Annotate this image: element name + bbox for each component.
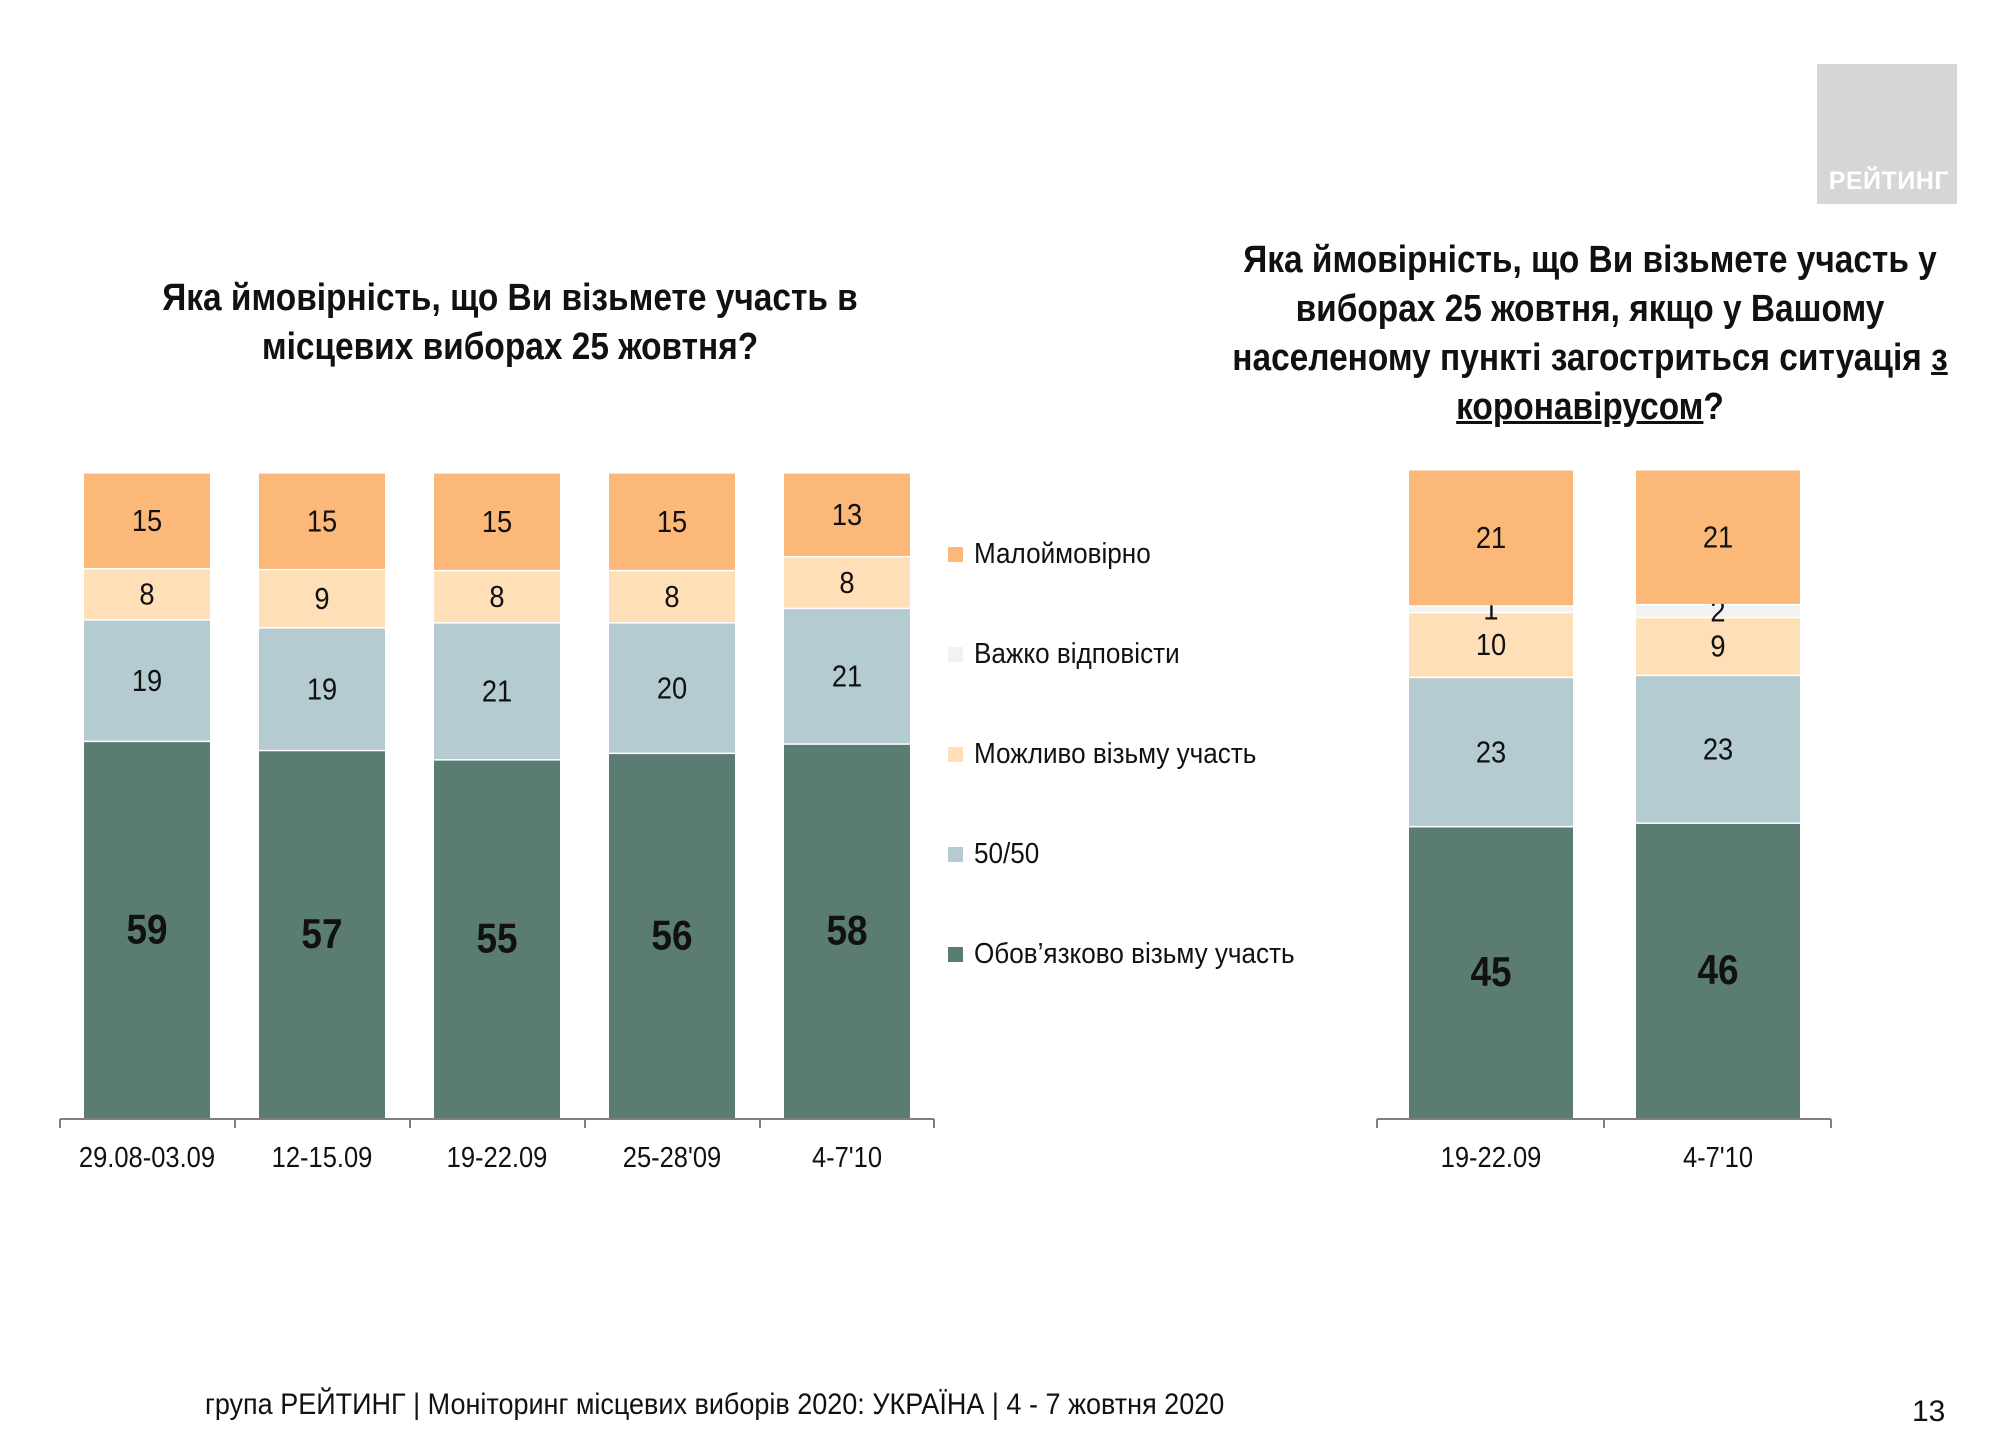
segment-separator <box>1409 467 1573 471</box>
segment-separator <box>784 741 910 745</box>
x-tick-label: 4-7'10 <box>812 1140 882 1173</box>
bar-segment-unlikely <box>434 472 560 570</box>
data-label-fifty: 23 <box>1476 736 1506 770</box>
legend-swatch-maybe <box>948 747 963 762</box>
data-label-unlikely: 13 <box>832 498 862 532</box>
bar-segment-definitely <box>1409 825 1573 1118</box>
segment-separator <box>784 470 910 474</box>
data-label-fifty: 20 <box>657 672 687 706</box>
legend-swatch-unlikely <box>948 547 963 562</box>
bar-segment-fifty <box>784 607 910 744</box>
x-tick-label: 19-22.09 <box>1441 1140 1542 1173</box>
legend-swatch-hard-to-say <box>948 647 963 662</box>
bar-segment-maybe <box>1636 616 1800 675</box>
bar-segment-fifty <box>84 619 210 741</box>
data-label-definitely: 45 <box>1470 949 1511 996</box>
data-label-definitely: 55 <box>476 915 517 962</box>
data-label-fifty: 23 <box>1703 733 1733 767</box>
data-label-fifty: 21 <box>482 675 512 709</box>
chart-1: 59 19 8 15 29.08-03.09 57 19 9 15 12-15.09 55 21 8 15… <box>59 470 935 1173</box>
bar-segment-hard-to-say <box>1636 603 1800 617</box>
data-label-definitely: 46 <box>1697 947 1738 994</box>
data-label-maybe: 8 <box>839 566 854 600</box>
data-label-fifty: 19 <box>132 664 162 698</box>
bar-segment-fifty <box>1636 674 1800 823</box>
data-label-unlikely: 21 <box>1703 521 1733 555</box>
bar-segment-fifty <box>259 627 385 750</box>
x-tick-label: 29.08-03.09 <box>79 1140 215 1173</box>
data-label-definitely: 57 <box>301 911 342 958</box>
logo-text: РЕЙТИНГ <box>1828 167 1949 195</box>
bar-segment-unlikely <box>84 472 210 568</box>
data-label-fifty: 19 <box>307 673 337 707</box>
legend-swatch-definitely <box>948 947 963 962</box>
bar-segment-fifty <box>609 622 735 753</box>
data-label-definitely: 59 <box>126 906 167 953</box>
bar-segment-definitely <box>259 749 385 1118</box>
bar-segment-fifty <box>1409 676 1573 826</box>
page-number: 13 <box>1912 1395 1946 1428</box>
data-label-maybe: 8 <box>489 580 504 614</box>
bar-segment-maybe <box>609 569 735 623</box>
bar-segment-fifty <box>434 622 560 760</box>
segment-separator <box>1636 467 1800 471</box>
data-label-definitely: 56 <box>651 912 692 959</box>
segment-separator <box>259 470 385 474</box>
bar-segment-maybe <box>259 568 385 628</box>
bar-segment-maybe <box>84 567 210 620</box>
chart-title-left: Яка ймовірність, що Ви візьмете участь в… <box>162 277 858 368</box>
bar-segment-unlikely <box>259 472 385 569</box>
data-label-unlikely: 15 <box>307 505 337 539</box>
rating-logo: РЕЙТИНГ <box>1817 64 1957 204</box>
bar-segment-unlikely <box>609 472 735 570</box>
x-tick-label: 12-15.09 <box>272 1140 373 1173</box>
data-label-maybe: 9 <box>314 582 329 616</box>
bar-segment-unlikely <box>1409 469 1573 606</box>
data-label-unlikely: 15 <box>657 505 687 539</box>
data-label-unlikely: 15 <box>132 504 162 538</box>
segment-separator <box>84 470 210 474</box>
segment-separator <box>259 748 385 752</box>
x-tick-label: 4-7'10 <box>1683 1140 1753 1173</box>
bar-segment-maybe <box>1409 611 1573 677</box>
bar-segment-maybe <box>434 569 560 623</box>
bar-segment-maybe <box>784 555 910 608</box>
chart-title-right: Яка ймовірність, що Ви візьмете участь у… <box>1232 239 1948 428</box>
bar-segment-definitely <box>784 743 910 1118</box>
data-label-maybe: 8 <box>664 580 679 614</box>
segment-separator <box>434 470 560 474</box>
bar-segment-definitely <box>609 752 735 1118</box>
data-label-definitely: 58 <box>826 908 867 955</box>
footer-text: група РЕЙТИНГ | Моніторинг місцевих вибо… <box>205 1388 1225 1421</box>
bar-segment-definitely <box>1636 822 1800 1118</box>
bar-segment-unlikely <box>1636 469 1800 604</box>
bar-segment-hard-to-say <box>1409 605 1573 612</box>
data-label-fifty: 21 <box>832 660 862 694</box>
segment-separator <box>1409 610 1573 614</box>
data-label-maybe: 9 <box>1710 630 1725 664</box>
data-label-maybe: 10 <box>1476 629 1506 663</box>
segment-separator <box>609 470 735 474</box>
data-label-unlikely: 21 <box>1476 522 1506 556</box>
bar-segment-definitely <box>84 740 210 1118</box>
bar-segment-unlikely <box>784 472 910 556</box>
legend-swatch-fifty <box>948 847 963 862</box>
data-label-maybe: 8 <box>139 578 154 612</box>
segment-separator <box>1636 673 1800 677</box>
x-tick-label: 19-22.09 <box>447 1140 548 1173</box>
x-tick-label: 25-28'09 <box>623 1140 721 1173</box>
data-label-unlikely: 15 <box>482 505 512 539</box>
bar-segment-definitely <box>434 759 560 1118</box>
